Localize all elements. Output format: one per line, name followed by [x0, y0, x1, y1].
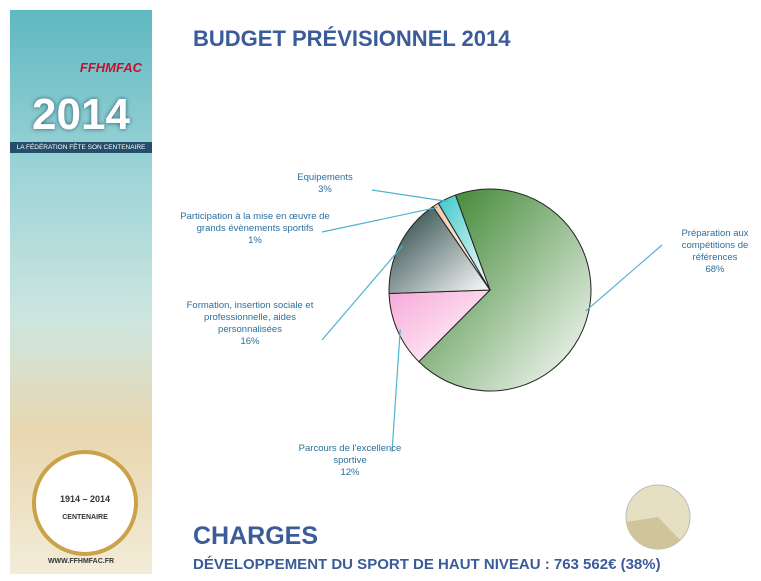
value-label: 12%: [290, 467, 410, 479]
leader-line: [372, 190, 448, 202]
page: FFHMFAC 2014 LA FÉDÉRATION FÊTE SON CENT…: [0, 0, 761, 581]
thumbnail-pie: [626, 485, 690, 549]
category-label: Préparation aux compétitions de référenc…: [660, 228, 761, 264]
value-label: 68%: [660, 264, 761, 276]
category-label: Parcours de l'excellence sportive: [290, 443, 410, 467]
annotation: CHARGES: [193, 522, 318, 551]
category-label: Equipements: [285, 172, 365, 184]
leader-line: [392, 329, 400, 452]
chart: [0, 0, 761, 581]
category-label: Formation, insertion sociale et professi…: [180, 300, 320, 336]
value-label: 16%: [180, 336, 320, 348]
value-label: 1%: [180, 235, 330, 247]
annotation: DÉVELOPPEMENT DU SPORT DE HAUT NIVEAU : …: [193, 556, 661, 573]
slice-label: Préparation aux compétitions de référenc…: [660, 228, 761, 276]
slice-label: Formation, insertion sociale et professi…: [180, 300, 320, 348]
slice-label: Participation à la mise en œuvre de gran…: [180, 211, 330, 247]
value-label: 3%: [285, 184, 365, 196]
leader-line: [586, 245, 662, 311]
category-label: Participation à la mise en œuvre de gran…: [180, 211, 330, 235]
